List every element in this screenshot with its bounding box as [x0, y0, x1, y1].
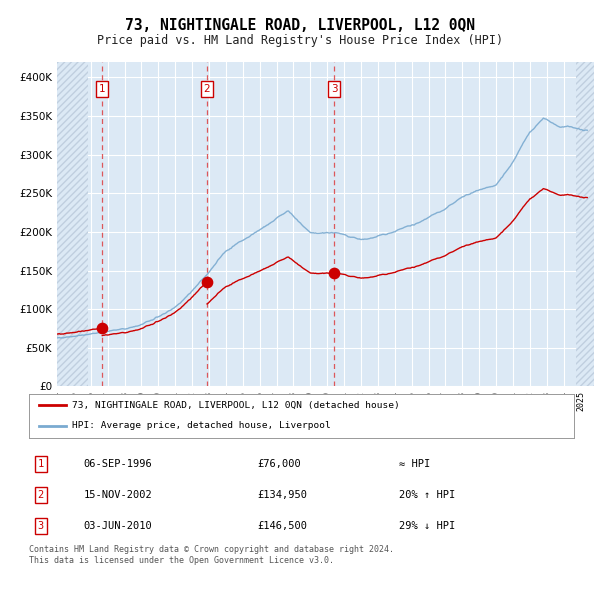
Text: 15-NOV-2002: 15-NOV-2002 [83, 490, 152, 500]
Text: 1: 1 [99, 84, 106, 94]
Text: 06-SEP-1996: 06-SEP-1996 [83, 459, 152, 469]
Text: Price paid vs. HM Land Registry's House Price Index (HPI): Price paid vs. HM Land Registry's House … [97, 34, 503, 47]
Point [97, 323, 107, 332]
Text: £76,000: £76,000 [257, 459, 301, 469]
Text: 3: 3 [38, 521, 44, 531]
Text: HPI: Average price, detached house, Liverpool: HPI: Average price, detached house, Live… [73, 421, 331, 430]
Text: Contains HM Land Registry data © Crown copyright and database right 2024.
This d: Contains HM Land Registry data © Crown c… [29, 545, 394, 565]
Text: 1: 1 [38, 459, 44, 469]
Text: 73, NIGHTINGALE ROAD, LIVERPOOL, L12 0QN: 73, NIGHTINGALE ROAD, LIVERPOOL, L12 0QN [125, 18, 475, 32]
Bar [576, 62, 594, 386]
Text: 03-JUN-2010: 03-JUN-2010 [83, 521, 152, 531]
Text: 2: 2 [203, 84, 210, 94]
Bar [57, 62, 88, 386]
Text: £146,500: £146,500 [257, 521, 308, 531]
Text: 73, NIGHTINGALE ROAD, LIVERPOOL, L12 0QN (detached house): 73, NIGHTINGALE ROAD, LIVERPOOL, L12 0QN… [73, 401, 400, 410]
Text: ≈ HPI: ≈ HPI [399, 459, 431, 469]
Text: 2: 2 [38, 490, 44, 500]
Text: 29% ↓ HPI: 29% ↓ HPI [399, 521, 455, 531]
Point [202, 277, 212, 287]
Text: £134,950: £134,950 [257, 490, 308, 500]
Text: 20% ↑ HPI: 20% ↑ HPI [399, 490, 455, 500]
Point [329, 268, 339, 278]
Text: 3: 3 [331, 84, 338, 94]
